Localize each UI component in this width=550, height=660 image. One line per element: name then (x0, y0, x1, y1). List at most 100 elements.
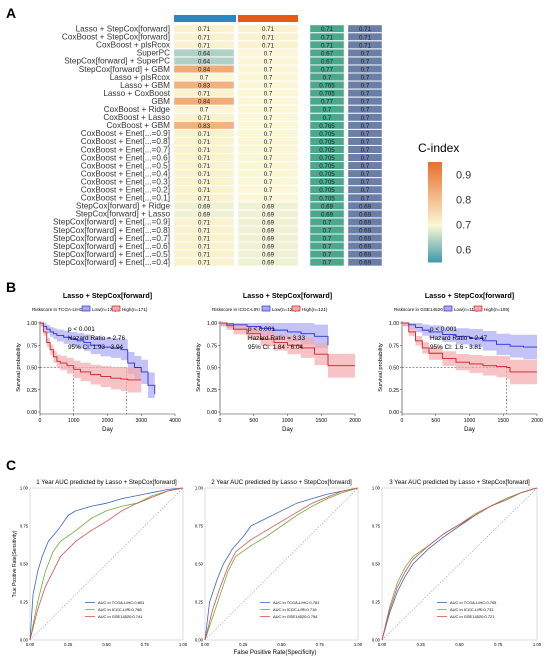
survival-panels: Lasso + StepCox[forward] Riskscore in TCG… (16, 291, 543, 433)
km-legend-swatch (261, 305, 271, 312)
legend-gradient-step (428, 196, 442, 199)
heatmap-cell (173, 169, 235, 178)
cell-value: 0.71 (262, 42, 275, 49)
heatmap-cell (309, 177, 345, 186)
heatmap-cell (309, 40, 345, 49)
top-bar-orange (238, 15, 298, 22)
cell-value: 0.7 (361, 147, 370, 154)
roc-y-tick-label: 0.00 (195, 638, 204, 643)
heatmap-cell (309, 217, 345, 226)
row-label: Lasso + CoxBoost (103, 89, 170, 98)
cell-value: 0.84 (198, 99, 211, 106)
legend-gradient-step (428, 236, 442, 239)
heatmap-cell (237, 234, 299, 242)
legend-gradient-step (428, 208, 442, 211)
roc-title: 3 Year AUC predicted by Lasso + StepCox[… (389, 479, 530, 486)
roc-y-tick-label: 1.00 (372, 486, 381, 491)
km-y-tick-label: 0.25 (389, 388, 399, 394)
roc-x-tick-label: 0.50 (277, 642, 286, 647)
km-x-tick-label: 500 (249, 418, 258, 424)
cell-value: 0.7 (361, 123, 370, 130)
km-y-tick-label: 0.00 (389, 410, 399, 416)
heatmap-cell (173, 209, 235, 218)
cell-value: 0.7 (200, 75, 209, 82)
row-label: StepCox[forward] + Enet[...=0.5] (53, 250, 170, 259)
roc-x-tick-label: 0.50 (102, 642, 111, 647)
roc-frame (381, 487, 538, 641)
cell-value: 0.705 (319, 195, 335, 202)
cell-value: 0.69 (262, 236, 275, 243)
heatmap-cell (237, 161, 299, 170)
heatmap-cell (173, 73, 235, 81)
roc-y-tick-label: 0.25 (195, 600, 204, 605)
roc-title: 2 Year AUC predicted by Lasso + StepCox[… (211, 479, 352, 486)
heatmap-cell (309, 226, 345, 234)
km-y-tick-label: 0.50 (207, 366, 217, 372)
cell-value: 0.765 (319, 83, 335, 90)
km-annotation: p < 0.001 (430, 326, 457, 333)
legend-title: C-index (418, 141, 459, 155)
cell-value: 0.69 (262, 244, 275, 251)
km-annotation: Hazard Ratio = 2.76 (68, 335, 125, 342)
heatmap-cell (237, 258, 299, 267)
heatmap-cell (347, 24, 383, 33)
row-label: StepCox[forward] + SuperPC (64, 57, 170, 66)
cell-value: 0.71 (198, 179, 211, 186)
roc-curve (204, 487, 359, 641)
km-annotation: p < 0.001 (68, 326, 95, 333)
km-legend-label: High(n=121) (302, 307, 328, 312)
heatmap-cell (347, 226, 383, 234)
legend-gradient-step (428, 224, 442, 227)
heatmap-cell (237, 153, 299, 162)
km-x-tick-label: 1000 (464, 418, 476, 424)
cell-value: 0.7 (361, 155, 370, 162)
heatmap-cell (237, 145, 299, 154)
cell-value: 0.83 (198, 83, 211, 90)
roc-x-tick-label: 0.75 (494, 642, 503, 647)
roc-y-tick-label: 0.25 (372, 600, 381, 605)
heatmap-cell (173, 177, 235, 186)
cell-value: 0.7 (361, 50, 370, 57)
km-y-tick-label: 0.50 (27, 366, 37, 372)
heatmap-cell (309, 145, 345, 154)
km-legend-label: Low(n=172) (92, 307, 117, 312)
legend-gradient-step (428, 178, 442, 181)
legend-gradient-step (428, 248, 442, 251)
heatmap-cell (347, 169, 383, 178)
heatmap-cell (309, 97, 345, 106)
cell-value: 0.7 (264, 179, 273, 186)
heatmap-cell (347, 193, 383, 202)
km-x-tick-label: 0 (39, 418, 42, 424)
heatmap-cell (237, 129, 299, 138)
heatmap-cell (173, 32, 235, 41)
heatmap-cell (347, 242, 383, 251)
heatmap-cell (309, 65, 345, 73)
km-annotation: 95% CI: 1.6 - 3.81 (430, 344, 482, 351)
cell-value: 0.67 (321, 50, 334, 57)
row-label: CoxBoost + Ridge (104, 105, 171, 114)
heatmap-cell (237, 185, 299, 194)
row-label: StepCox[forward] + Enet[...=0.8] (53, 226, 170, 235)
heatmap-cell (237, 217, 299, 226)
heatmap-cell (237, 137, 299, 146)
km-y-tick-label: 0.75 (27, 343, 37, 349)
roc-x-tick-label: 0.00 (201, 642, 210, 647)
row-label: CoxBoost + Enet[...=0.3] (81, 177, 170, 186)
km-x-tick-label: 1000 (282, 418, 294, 424)
roc-x-tick-label: 1.00 (533, 642, 542, 647)
heatmap-cell (173, 48, 235, 57)
cell-value: 0.7 (361, 91, 370, 98)
heatmap-cell (173, 105, 235, 114)
roc-panel: 1 Year AUC predicted by Lasso + StepCox[… (12, 479, 188, 647)
km-y-tick-label: 1.00 (27, 321, 37, 327)
km-legend-label: Low(n=122) (272, 307, 297, 312)
roc-legend-label: AUC in GSE14520:0.721 (450, 614, 495, 619)
legend-gradient-step (428, 230, 442, 233)
cell-value: 0.705 (319, 155, 335, 162)
cell-value: 0.71 (198, 244, 211, 251)
heatmap-cell (347, 105, 383, 114)
km-annotation: 95% CI: 1.93 - 3.94 (68, 344, 124, 351)
km-y-tick-label: 0.00 (27, 410, 37, 416)
heatmap-cell (237, 193, 299, 202)
